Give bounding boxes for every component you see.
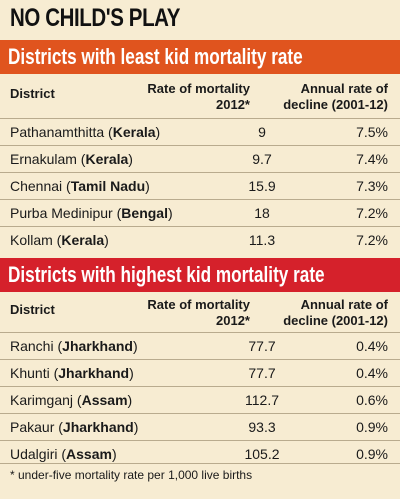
header-decline: Annual rate of decline (2001-12) xyxy=(283,297,388,329)
table-row: Ranchi (Jharkhand) 77.7 0.4% xyxy=(0,332,400,359)
state-name: Kerala xyxy=(112,124,156,140)
header-decline-line1: Annual rate of xyxy=(300,297,388,312)
header-rate-line2: 2012* xyxy=(216,97,250,112)
district-cell: Chennai (Tamil Nadu) xyxy=(10,178,150,194)
decline-rate-cell: 7.5% xyxy=(356,124,388,140)
footnote-divider xyxy=(0,463,400,464)
table-row: Karimganj (Assam) 112.7 0.6% xyxy=(0,386,400,413)
table-row: Chennai (Tamil Nadu) 15.9 7.3% xyxy=(0,172,400,199)
district-name: Ernakulam xyxy=(10,151,77,167)
district-cell: Pathanamthitta (Kerala) xyxy=(10,124,161,140)
state-name: Bengal xyxy=(121,205,168,221)
state-name: Assam xyxy=(81,392,128,408)
mortality-rate-cell: 77.7 xyxy=(248,365,276,381)
decline-rate-cell: 0.9% xyxy=(356,419,388,435)
page-title: NO CHILD'S PLAY xyxy=(10,4,180,32)
decline-rate-cell: 0.6% xyxy=(356,392,388,408)
district-cell: Pakaur (Jharkhand) xyxy=(10,419,139,435)
decline-rate-cell: 7.2% xyxy=(356,205,388,221)
district-cell: Ranchi (Jharkhand) xyxy=(10,338,138,354)
decline-rate-cell: 0.4% xyxy=(356,365,388,381)
mortality-rate-cell: 11.3 xyxy=(248,232,276,248)
mortality-rate-cell: 18 xyxy=(254,205,270,221)
least-mortality-banner: Districts with least kid mortality rate xyxy=(0,40,400,74)
header-decline: Annual rate of decline (2001-12) xyxy=(283,81,388,113)
state-name: Jharkhand xyxy=(58,365,130,381)
decline-rate-cell: 7.2% xyxy=(356,232,388,248)
state-name: Tamil Nadu xyxy=(70,178,146,194)
district-cell: Ernakulam (Kerala) xyxy=(10,151,133,167)
footnote: * under-five mortality rate per 1,000 li… xyxy=(10,468,253,482)
district-name: Karimganj xyxy=(10,392,74,408)
header-rate-line1: Rate of mortality xyxy=(147,297,250,312)
district-name: Khunti xyxy=(10,365,50,381)
district-cell: Udalgiri (Assam) xyxy=(10,446,117,462)
mortality-rate-cell: 9 xyxy=(258,124,266,140)
highest-table-header: District Rate of mortality 2012* Annual … xyxy=(0,294,400,334)
header-decline-line1: Annual rate of xyxy=(300,81,388,96)
district-cell: Kollam (Kerala) xyxy=(10,232,109,248)
header-district: District xyxy=(10,302,55,317)
table-row: Ernakulam (Kerala) 9.7 7.4% xyxy=(0,145,400,172)
state-name: Assam xyxy=(66,446,112,462)
district-name: Chennai xyxy=(10,178,63,194)
mortality-rate-cell: 77.7 xyxy=(248,338,276,354)
mortality-rate-cell: 105.2 xyxy=(244,446,280,462)
district-cell: Purba Medinipur (Bengal) xyxy=(10,205,173,221)
district-name: Purba Medinipur xyxy=(10,205,113,221)
mortality-rate-cell: 112.7 xyxy=(245,392,279,408)
header-district: District xyxy=(10,86,55,101)
district-name: Udalgiri xyxy=(10,446,58,462)
state-name: Kerala xyxy=(61,232,105,248)
table-row: Purba Medinipur (Bengal) 18 7.2% xyxy=(0,199,400,226)
header-rate-line1: Rate of mortality xyxy=(147,81,250,96)
least-mortality-title: Districts with least kid mortality rate xyxy=(8,44,303,69)
header-rate: Rate of mortality 2012* xyxy=(147,81,250,113)
decline-rate-cell: 7.3% xyxy=(356,178,388,194)
decline-rate-cell: 0.9% xyxy=(356,446,388,462)
table-row: Udalgiri (Assam) 105.2 0.9% xyxy=(0,440,400,467)
header-decline-line2: decline (2001-12) xyxy=(283,97,388,112)
table-row: Kollam (Kerala) 11.3 7.2% xyxy=(0,226,400,253)
decline-rate-cell: 7.4% xyxy=(356,151,388,167)
highest-mortality-title: Districts with highest kid mortality rat… xyxy=(8,262,325,287)
header-decline-line2: decline (2001-12) xyxy=(283,313,388,328)
mortality-rate-cell: 93.3 xyxy=(248,419,276,435)
district-cell: Karimganj (Assam) xyxy=(10,392,133,408)
district-name: Ranchi xyxy=(10,338,54,354)
mortality-rate-cell: 9.7 xyxy=(252,151,272,167)
state-name: Kerala xyxy=(85,151,129,167)
header-rate-line2: 2012* xyxy=(216,313,250,328)
highest-mortality-banner: Districts with highest kid mortality rat… xyxy=(0,258,400,292)
district-name: Kollam xyxy=(10,232,53,248)
table-row: Pathanamthitta (Kerala) 9 7.5% xyxy=(0,118,400,145)
district-cell: Khunti (Jharkhand) xyxy=(10,365,134,381)
header-rate: Rate of mortality 2012* xyxy=(147,297,250,329)
state-name: Jharkhand xyxy=(62,338,133,354)
table-row: Pakaur (Jharkhand) 93.3 0.9% xyxy=(0,413,400,440)
district-name: Pathanamthitta xyxy=(10,124,105,140)
least-table-header: District Rate of mortality 2012* Annual … xyxy=(0,78,400,118)
district-name: Pakaur xyxy=(10,419,55,435)
table-row: Khunti (Jharkhand) 77.7 0.4% xyxy=(0,359,400,386)
decline-rate-cell: 0.4% xyxy=(356,338,388,354)
state-name: Jharkhand xyxy=(62,419,134,435)
mortality-rate-cell: 15.9 xyxy=(248,178,276,194)
